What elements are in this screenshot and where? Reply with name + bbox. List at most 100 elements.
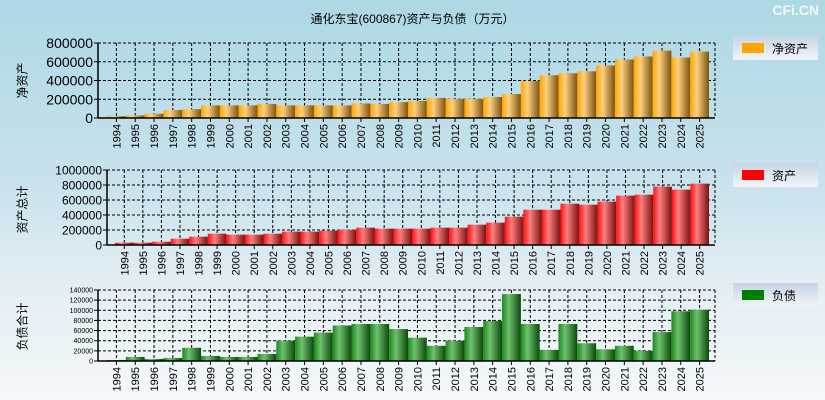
x-tick-label: 2013	[469, 367, 481, 391]
bar-2021	[616, 195, 635, 245]
y-tick-label: 800000	[46, 35, 93, 51]
x-tick-label: 2018	[563, 124, 575, 148]
bar-1998	[182, 347, 202, 361]
x-tick-label: 2022	[638, 124, 650, 148]
bar-1999	[201, 105, 220, 118]
x-tick-label: 2013	[469, 124, 481, 148]
bar-2025	[690, 51, 709, 118]
x-tick-label: 2018	[563, 367, 575, 391]
bar-2003	[276, 105, 296, 118]
x-tick-label: 2008	[375, 367, 387, 391]
bar-2020	[596, 65, 615, 118]
x-tick-label: 2023	[657, 124, 669, 148]
y-tick-label: 1000000	[55, 163, 102, 177]
x-tick-label: 2016	[528, 251, 540, 275]
x-tick-label: 2025	[695, 124, 707, 148]
x-tick-label: 2010	[412, 124, 424, 148]
y-axis-label-total-assets: 资产总计	[15, 185, 30, 234]
x-tick-label: 1995	[130, 367, 142, 391]
bar-2019	[579, 204, 598, 245]
x-tick-label: 2025	[695, 251, 707, 275]
bar-1999	[201, 355, 220, 361]
bar-1997	[170, 238, 190, 245]
bar-2013	[467, 224, 487, 245]
x-tick-label: 1994	[119, 251, 131, 275]
bar-2010	[408, 337, 427, 361]
bar-2000	[219, 356, 239, 361]
x-tick-label: 2021	[619, 367, 631, 391]
bar-2023	[652, 50, 672, 118]
bar-2000	[219, 105, 239, 118]
bar-2002	[257, 353, 277, 361]
legend-total-assets: 资产	[733, 163, 818, 187]
legend-swatch	[742, 170, 764, 180]
x-tick-label: 1998	[187, 124, 199, 148]
x-tick-label: 1997	[175, 251, 187, 275]
y-tick-label: 0	[89, 359, 93, 366]
y-tick-label: 400000	[46, 73, 93, 89]
x-tick-label: 2022	[638, 367, 650, 391]
x-tick-label: 2000	[231, 251, 243, 275]
x-tick-label: 2020	[601, 367, 613, 391]
bar-2006	[332, 325, 352, 361]
bar-2010	[408, 100, 427, 118]
x-tick-label: 2025	[695, 367, 707, 391]
bar-1996	[144, 358, 164, 361]
x-tick-label: 2001	[249, 251, 261, 275]
bar-2019	[577, 343, 597, 361]
bar-2008	[374, 228, 394, 245]
legend-swatch	[742, 290, 764, 300]
x-tick-label: 2006	[337, 367, 349, 391]
x-tick-label: 2009	[394, 124, 406, 148]
x-tick-label: 2015	[509, 251, 521, 275]
bar-2006	[332, 105, 352, 118]
x-tick-label: 2004	[300, 124, 312, 148]
bar-2018	[560, 203, 580, 245]
x-tick-label: 1994	[111, 124, 123, 148]
bar-2002	[263, 233, 283, 245]
bar-1994	[107, 116, 126, 118]
x-tick-label: 2005	[318, 367, 330, 391]
bar-2018	[558, 73, 578, 118]
y-tick-label: 60000	[74, 328, 94, 335]
x-tick-label: 2012	[450, 367, 462, 391]
bar-2015	[504, 216, 524, 245]
bar-2005	[319, 230, 338, 245]
x-tick-label: 2002	[268, 251, 280, 275]
bar-2014	[483, 320, 503, 361]
x-tick-label: 2000	[224, 367, 236, 391]
bar-2011	[426, 345, 446, 361]
bar-1995	[133, 242, 153, 245]
y-tick-label: 200000	[46, 91, 93, 107]
bar-2016	[520, 80, 540, 118]
x-tick-label: 1998	[187, 367, 199, 391]
x-tick-label: 2004	[305, 251, 317, 275]
bar-2011	[426, 97, 446, 118]
bar-1999	[207, 233, 227, 245]
bar-2005	[313, 332, 333, 361]
y-tick-label: 40000	[74, 338, 94, 345]
bar-2007	[351, 323, 371, 361]
chart-title: 通化东宝(600867)资产与负债（万元）	[310, 12, 515, 26]
x-tick-label: 2017	[546, 251, 558, 275]
bar-2022	[633, 56, 653, 118]
bar-2025	[690, 183, 709, 245]
x-tick-label: 2015	[506, 124, 518, 148]
y-tick-label: 200000	[62, 223, 102, 237]
bar-2021	[614, 345, 634, 361]
bar-1998	[182, 109, 202, 118]
x-tick-label: 2016	[525, 367, 537, 391]
x-tick-label: 2019	[583, 251, 595, 275]
x-tick-label: 2000	[224, 124, 236, 148]
x-tick-label: 2007	[356, 124, 368, 148]
x-tick-label: 2024	[676, 251, 688, 275]
bar-2025	[690, 309, 709, 361]
legend-net-assets: 净资产	[733, 36, 818, 60]
bar-2024	[671, 311, 691, 361]
watermark-logo: CFi.CN	[772, 2, 819, 18]
x-tick-label: 2005	[323, 251, 335, 275]
bar-2014	[486, 222, 505, 245]
x-tick-label: 2024	[676, 367, 688, 391]
bar-1998	[189, 236, 208, 245]
